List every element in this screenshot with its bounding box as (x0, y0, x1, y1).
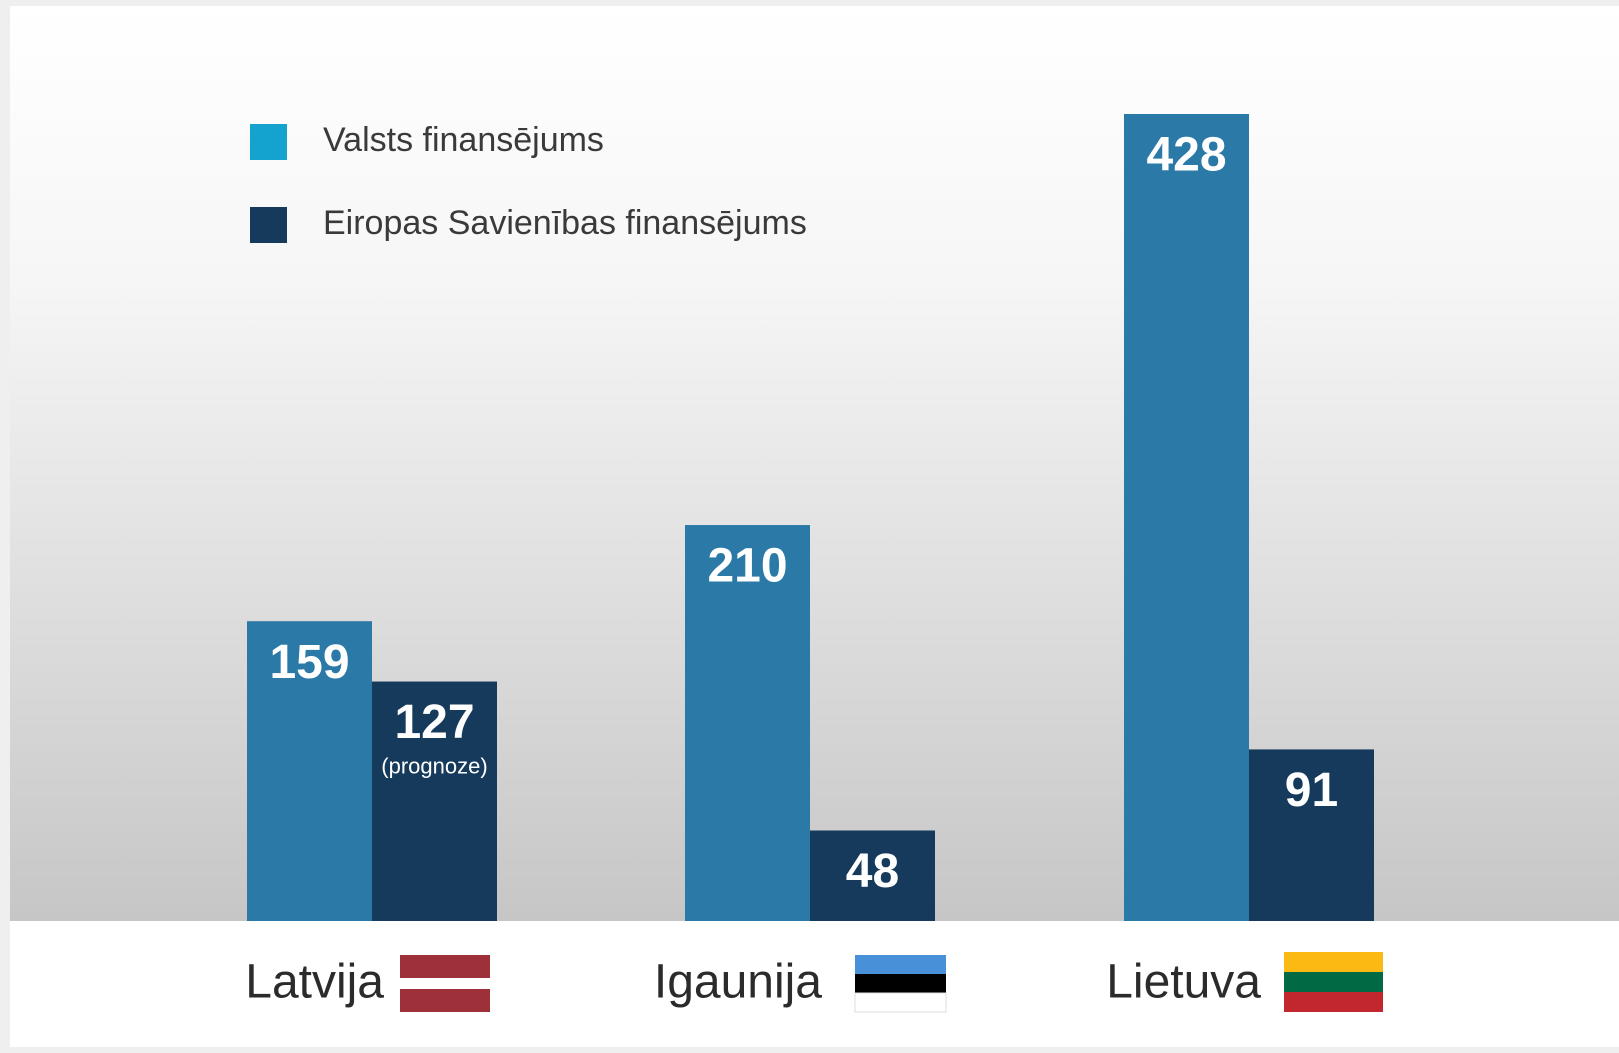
flag-latvia (400, 955, 490, 1012)
bar (1124, 114, 1249, 921)
flag-estonia (854, 955, 947, 1013)
bar (685, 525, 810, 921)
value-label: 210 (707, 540, 787, 593)
bar (810, 830, 935, 921)
value-label: 91 (1285, 764, 1338, 817)
category-label: Latvija (245, 956, 384, 1009)
legend-swatch (250, 124, 287, 160)
value-label: 159 (269, 636, 349, 689)
legend-swatch (250, 207, 287, 243)
category-label: Lietuva (1106, 956, 1261, 1009)
flag-lithuania (1284, 952, 1383, 1012)
legend-label: Eiropas Savienības finansējums (323, 204, 807, 242)
bar (247, 621, 372, 921)
bar (372, 681, 497, 921)
legend-label: Valsts finansējums (323, 121, 604, 159)
value-label: 428 (1146, 129, 1226, 182)
value-label: 48 (846, 845, 899, 898)
value-label: 127 (394, 696, 474, 749)
bar (1249, 749, 1374, 921)
value-note: (prognoze) (381, 753, 487, 778)
category-label: Igaunija (654, 956, 822, 1009)
